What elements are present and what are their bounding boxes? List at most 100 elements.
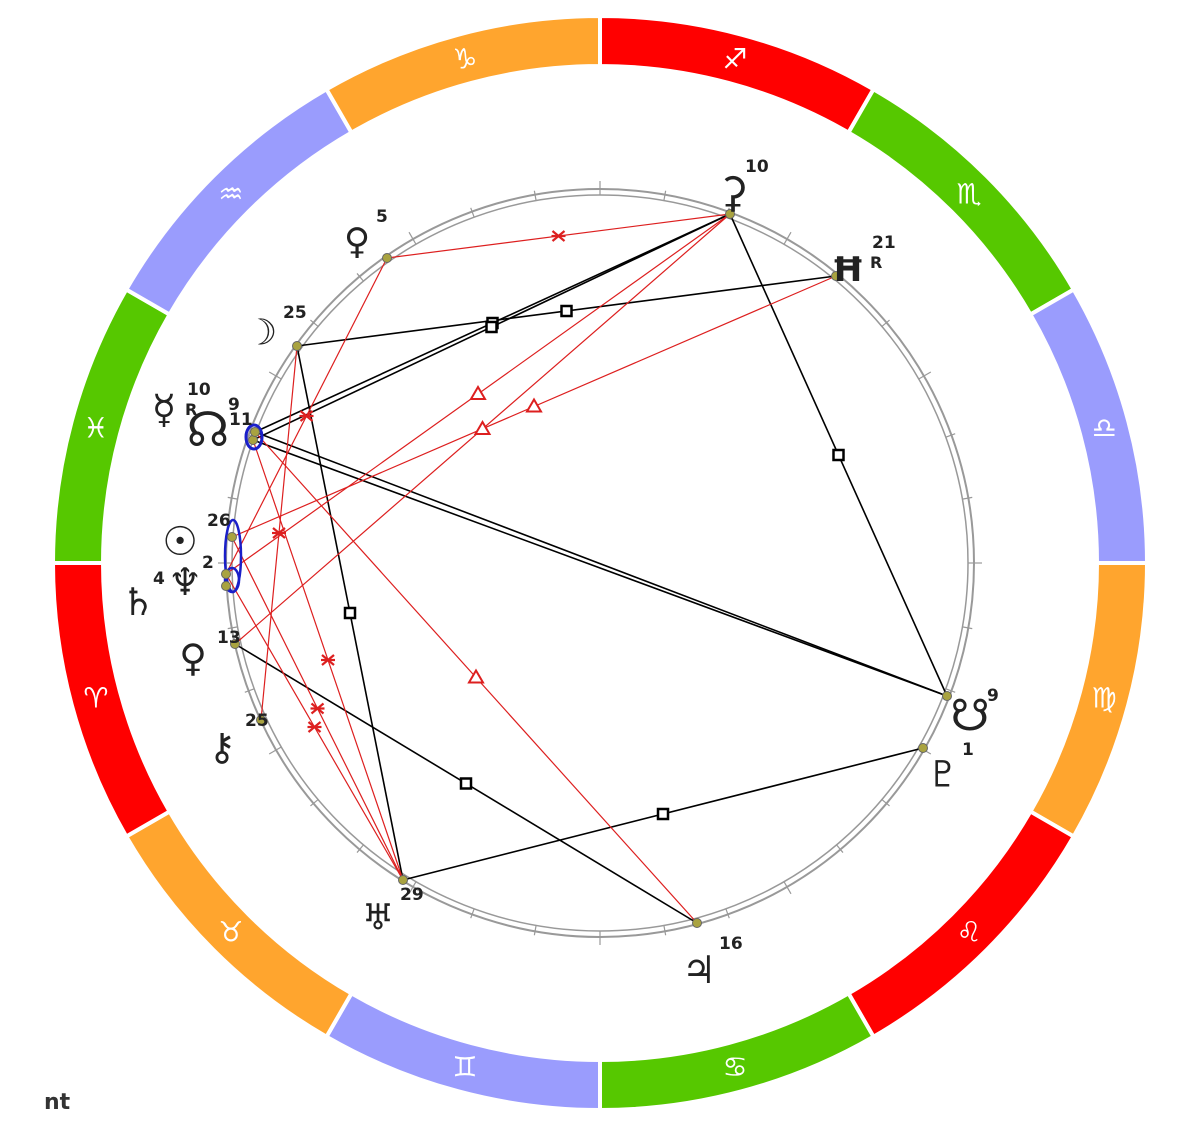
degree-tick bbox=[408, 231, 417, 245]
planet-dot-sun bbox=[227, 532, 237, 542]
planet-stellium-extra: 11 bbox=[229, 410, 253, 430]
aspect-glyph-square bbox=[560, 304, 573, 318]
zodiac-segment-libra bbox=[1027, 286, 1150, 565]
planet-degree-pallas: 5 bbox=[376, 207, 388, 227]
planet-dot-south-node bbox=[942, 691, 952, 701]
planet-glyph-pluto: ♇ bbox=[927, 755, 959, 796]
aspect-glyph-sextile bbox=[321, 654, 335, 666]
planet-glyph-saturn: ♄ bbox=[121, 580, 155, 624]
planet-degree-north-node: 9 bbox=[228, 395, 240, 415]
planet-dot-north-node bbox=[250, 427, 260, 437]
zodiac-glyph-leo: ♌ bbox=[957, 916, 982, 949]
degree-tick bbox=[356, 273, 364, 282]
planet-glyph-mercury: ☿ bbox=[152, 387, 177, 433]
aspect-line-opposition-mercury-south-node bbox=[252, 439, 948, 697]
degree-tick bbox=[945, 688, 956, 693]
degree-tick bbox=[533, 925, 537, 936]
conjunction-oval-neptune-saturn bbox=[223, 566, 241, 594]
planet-glyph-venus: ♀ bbox=[179, 636, 207, 680]
degree-tick bbox=[310, 799, 319, 807]
degree-tick bbox=[356, 844, 364, 853]
planet-retrograde-uranus-h: R bbox=[870, 253, 882, 272]
aspect-glyph-trine bbox=[525, 397, 543, 413]
planet-degree-mercury: 10 bbox=[187, 380, 211, 400]
degree-tick bbox=[836, 844, 844, 853]
planet-dot-moon bbox=[292, 341, 302, 351]
planet-retrograde-mercury: R bbox=[185, 400, 197, 419]
planet-degree-sun: 26 bbox=[207, 511, 231, 531]
degree-tick bbox=[881, 319, 890, 327]
planet-glyph-north-node: ☊ bbox=[187, 402, 230, 458]
degree-tick bbox=[533, 190, 537, 201]
degree-tick bbox=[962, 626, 973, 630]
planet-degree-venus: 13 bbox=[217, 628, 241, 648]
degree-tick bbox=[725, 908, 730, 919]
planet-dot-jupiter bbox=[692, 918, 702, 928]
planet-degree-neptune: 2 bbox=[202, 553, 214, 573]
planet-ceres: ⚳10 bbox=[718, 157, 769, 219]
degree-tick bbox=[783, 231, 792, 245]
zodiac-segment-virgo bbox=[1027, 561, 1150, 840]
aspect-glyph-trine bbox=[467, 668, 485, 684]
degree-tick bbox=[268, 746, 282, 755]
aspect-glyph-square bbox=[656, 807, 670, 821]
planet-dot-pallas bbox=[382, 253, 392, 263]
aspect-lines bbox=[223, 213, 948, 924]
planet-degree-jupiter: 16 bbox=[719, 934, 743, 954]
planet-degree-moon: 25 bbox=[283, 303, 307, 323]
aspect-glyph-square bbox=[343, 606, 357, 620]
aspect-glyph-square bbox=[832, 448, 845, 462]
planet-uranus: ♅ 29 bbox=[362, 875, 424, 939]
planet-dot-pluto bbox=[918, 743, 928, 753]
chart-footer-label: nt bbox=[44, 1090, 71, 1115]
planet-glyph-pallas: ♀ bbox=[344, 222, 370, 263]
planet-glyph-moon: ☽ bbox=[245, 313, 277, 354]
planet-dot-ceres bbox=[725, 209, 735, 219]
zodiac-glyph-aquarius: ♒ bbox=[218, 177, 243, 210]
planet-glyph-uranus: ♅ bbox=[362, 898, 394, 939]
planet-saturn: ♄4 bbox=[121, 569, 231, 624]
zodiac-glyph-scorpio: ♏ bbox=[957, 177, 982, 210]
planet-moon: ☽ 25 bbox=[245, 303, 307, 354]
degree-tick bbox=[783, 881, 792, 895]
zodiac-glyph-aries: ♈ bbox=[83, 682, 108, 715]
zodiac-glyph-libra: ♎ bbox=[1092, 411, 1117, 444]
aspect-line-opposition-north-node-south-node bbox=[254, 431, 948, 697]
zodiac-ring: ♐ ♏ ♎ ♍ ♌ ♋ ♊ ♉ ♈ ♓ ♒ ♑ bbox=[50, 13, 1150, 1113]
aspect-glyph-sextile bbox=[307, 721, 322, 733]
planet-north-node: ☊9 bbox=[187, 395, 260, 458]
planet-glyph-ceres: ⚳ bbox=[718, 168, 749, 217]
aspect-glyph-square bbox=[459, 777, 473, 790]
degree-tick bbox=[470, 207, 475, 218]
planet-degree-saturn: 4 bbox=[153, 569, 165, 589]
planet-glyph-jupiter: ♃ bbox=[682, 948, 716, 992]
planet-dot-saturn bbox=[221, 581, 231, 591]
planet-degree-stellium-extra: 11 bbox=[229, 410, 253, 430]
zodiac-glyph-virgo: ♍ bbox=[1092, 682, 1117, 715]
planet-venus: ♀ 13 bbox=[179, 628, 241, 680]
planet-jupiter: ♃16 bbox=[682, 918, 743, 992]
planet-glyph-sun: ☉ bbox=[162, 519, 198, 565]
planet-sun: ☉ 26 bbox=[162, 511, 237, 565]
degree-tick bbox=[663, 925, 667, 936]
degree-tick bbox=[663, 190, 667, 201]
aspect-glyph-sextile bbox=[299, 410, 314, 422]
aspect-glyph-square bbox=[485, 320, 498, 334]
degree-tick bbox=[227, 496, 238, 500]
zodiac-glyph-capricorn: ♑ bbox=[452, 42, 477, 75]
planet-degree-south-node: 9 bbox=[987, 686, 999, 706]
zodiac-glyph-sagittarius: ♐ bbox=[723, 42, 748, 75]
degree-tick bbox=[962, 496, 973, 500]
degree-tick bbox=[227, 626, 238, 630]
planet-dot-venus bbox=[230, 639, 240, 649]
degree-tick bbox=[244, 688, 255, 693]
planet-degree-pluto: 1 bbox=[962, 740, 974, 760]
degree-tick bbox=[918, 371, 932, 380]
zodiac-glyph-taurus: ♉ bbox=[218, 916, 243, 949]
aspect-glyph-sextile bbox=[310, 702, 325, 715]
degree-tick bbox=[310, 319, 319, 327]
planet-glyph-neptune: ♆ bbox=[168, 560, 202, 604]
planet-degree-uranus-h: 21 bbox=[872, 233, 896, 253]
